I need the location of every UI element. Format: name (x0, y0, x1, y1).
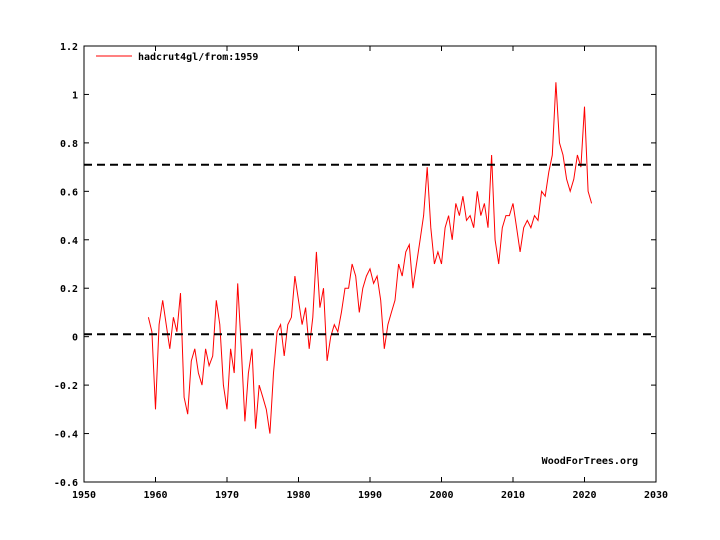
y-tick-label: 0.2 (60, 284, 78, 295)
y-tick-label: -0.4 (54, 430, 78, 441)
x-tick-label: 2000 (429, 490, 453, 501)
x-tick-label: 1980 (286, 490, 310, 501)
x-tick-label: 1990 (358, 490, 382, 501)
y-tick-label: 0.6 (60, 187, 78, 198)
x-tick-label: 1970 (215, 490, 239, 501)
y-tick-label: -0.6 (54, 478, 78, 489)
y-tick-label: -0.2 (54, 381, 78, 392)
y-tick-label: 1 (72, 90, 78, 101)
y-tick-label: 1.2 (60, 42, 78, 53)
x-tick-label: 1950 (72, 490, 96, 501)
series-line (147, 82, 593, 434)
series-layer (84, 82, 656, 434)
x-tick-label: 2010 (501, 490, 525, 501)
x-tick-label: 2030 (644, 490, 668, 501)
x-tick-label: 1960 (143, 490, 167, 501)
y-tick-label: 0.4 (60, 236, 78, 247)
y-tick-label: 0.8 (60, 139, 78, 150)
y-tick-label: 0 (72, 333, 78, 344)
x-tick-label: 2020 (572, 490, 596, 501)
y-axis-ticks: -0.6 -0.4 -0.2 0 0.2 0.4 0.6 0.8 1 1.2 (54, 42, 656, 489)
legend: hadcrut4gl/from:1959 (96, 52, 258, 63)
plot-area (83, 45, 657, 483)
legend-label: hadcrut4gl/from:1959 (138, 52, 258, 63)
x-axis-ticks: 1950 1960 1970 1980 1990 2000 2010 2020 2030 (72, 46, 668, 501)
credit-annotation: WoodForTrees.org (542, 456, 638, 467)
